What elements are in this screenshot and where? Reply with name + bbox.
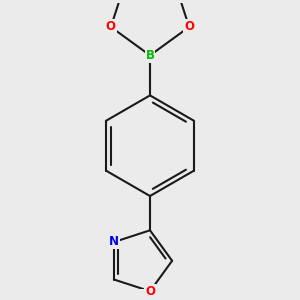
Text: N: N bbox=[109, 236, 119, 248]
Text: B: B bbox=[146, 49, 154, 62]
Text: O: O bbox=[145, 285, 155, 298]
Text: O: O bbox=[184, 20, 194, 33]
Text: O: O bbox=[106, 20, 116, 33]
